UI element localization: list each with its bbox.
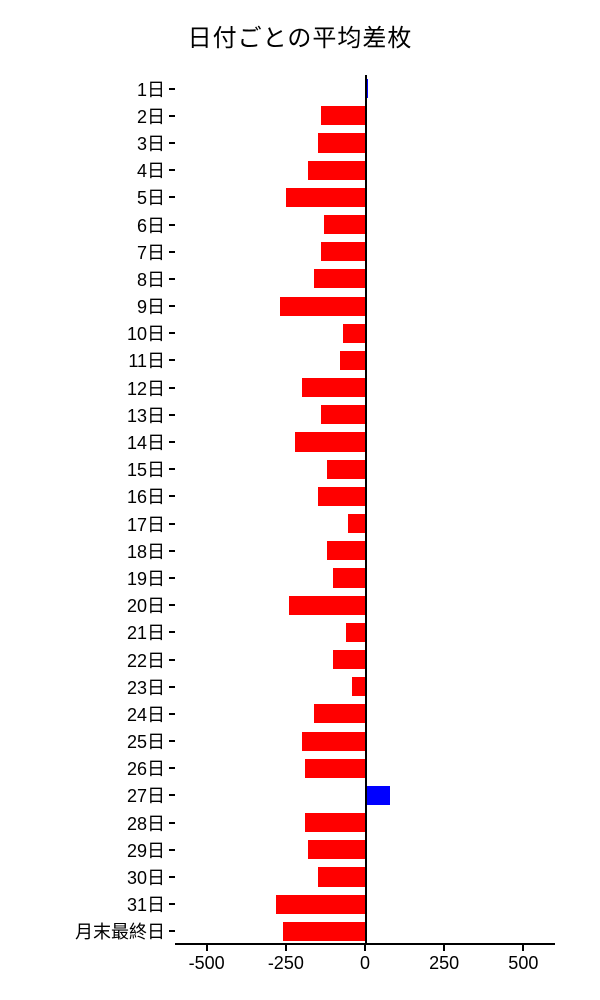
y-tick-label: 16日 <box>127 483 175 509</box>
bar <box>308 161 365 180</box>
y-tick-label: 7日 <box>137 239 175 265</box>
y-tick-label: 18日 <box>127 538 175 564</box>
y-tick-label: 30日 <box>127 864 175 890</box>
zero-line <box>365 75 367 945</box>
y-tick-label: 6日 <box>137 212 175 238</box>
bar <box>276 895 365 914</box>
y-tick-label: 23日 <box>127 674 175 700</box>
chart-container: 日付ごとの平均差枚 1日2日3日4日5日6日7日8日9日10日11日12日13日… <box>0 0 600 1000</box>
y-tick-label: 11日 <box>128 347 175 373</box>
bar <box>346 623 365 642</box>
bar <box>321 242 365 261</box>
y-tick-label: 31日 <box>127 891 175 917</box>
y-tick-label: 14日 <box>127 429 175 455</box>
y-tick-label: 22日 <box>127 647 175 673</box>
y-tick-label: 21日 <box>127 619 175 645</box>
bar <box>321 405 365 424</box>
bar <box>318 487 366 506</box>
y-tick-label: 26日 <box>127 755 175 781</box>
x-tick-label: 0 <box>360 945 370 974</box>
y-tick-label: 2日 <box>137 103 175 129</box>
bar <box>343 324 365 343</box>
plot-area: 1日2日3日4日5日6日7日8日9日10日11日12日13日14日15日16日1… <box>175 75 555 945</box>
bar <box>302 378 365 397</box>
bar <box>314 269 365 288</box>
bar <box>321 106 365 125</box>
y-tick-label: 4日 <box>137 157 175 183</box>
bar <box>327 460 365 479</box>
y-tick-label: 1日 <box>137 76 175 102</box>
bar <box>289 596 365 615</box>
bar <box>333 568 365 587</box>
y-tick-label: 12日 <box>127 375 175 401</box>
bar <box>340 351 365 370</box>
y-tick-label: 9日 <box>137 293 175 319</box>
x-tick-label: -250 <box>268 945 304 974</box>
chart-title: 日付ごとの平均差枚 <box>0 0 600 53</box>
bar <box>365 786 390 805</box>
bar <box>327 541 365 560</box>
y-tick-label: 27日 <box>127 782 175 808</box>
y-tick-label: 8日 <box>137 266 175 292</box>
y-tick-label: 月末最終日 <box>75 918 175 944</box>
y-tick-label: 24日 <box>127 701 175 727</box>
bar <box>283 922 365 941</box>
y-tick-label: 15日 <box>127 456 175 482</box>
bar <box>295 432 365 451</box>
bar <box>302 732 365 751</box>
bar <box>318 867 366 886</box>
y-tick-label: 19日 <box>127 565 175 591</box>
bar <box>314 704 365 723</box>
x-tick-label: 500 <box>508 945 538 974</box>
y-tick-label: 17日 <box>127 511 175 537</box>
bar <box>352 677 365 696</box>
bar <box>333 650 365 669</box>
x-tick-label: -500 <box>189 945 225 974</box>
y-tick-label: 20日 <box>127 592 175 618</box>
bar <box>280 297 366 316</box>
bar <box>318 133 366 152</box>
y-tick-label: 29日 <box>127 837 175 863</box>
bar <box>305 813 365 832</box>
y-tick-label: 25日 <box>127 728 175 754</box>
y-tick-label: 28日 <box>127 810 175 836</box>
bar <box>305 759 365 778</box>
y-tick-label: 5日 <box>137 184 175 210</box>
bar <box>308 840 365 859</box>
bar <box>348 514 365 533</box>
y-tick-label: 10日 <box>127 320 175 346</box>
y-tick-label: 13日 <box>127 402 175 428</box>
y-tick-label: 3日 <box>137 130 175 156</box>
bar <box>286 188 365 207</box>
x-tick-label: 250 <box>429 945 459 974</box>
bar <box>324 215 365 234</box>
